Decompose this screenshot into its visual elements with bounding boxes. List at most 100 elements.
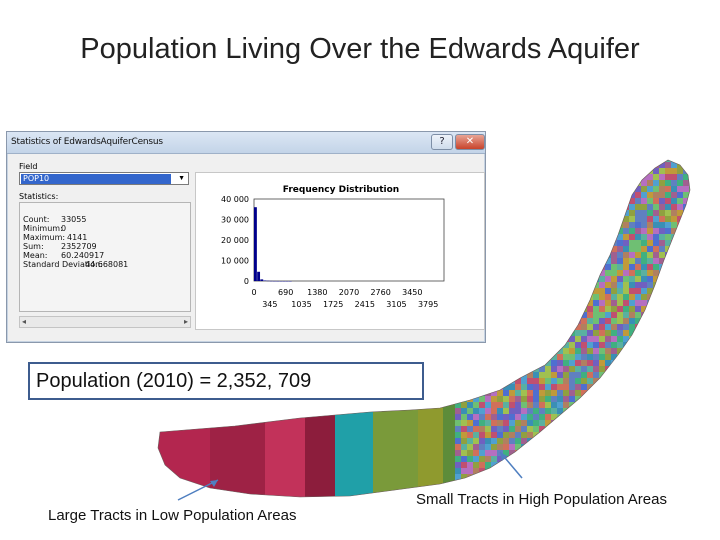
census-tract: [593, 480, 599, 486]
census-tract: [485, 324, 496, 333]
census-tract: [695, 246, 702, 252]
census-tract: [695, 438, 701, 444]
census-tract: [671, 318, 681, 330]
census-tract: [467, 366, 476, 378]
census-tract: [479, 480, 485, 486]
horizontal-scrollbar[interactable]: ◂ ▸: [19, 316, 191, 328]
census-tract: [629, 174, 635, 180]
census-tract: [527, 420, 537, 431]
census-tract: [641, 282, 649, 289]
census-tract: [623, 372, 630, 381]
census-tract: [497, 354, 503, 360]
census-tract: [647, 186, 653, 192]
census-tract: [497, 474, 504, 483]
census-tract: [665, 426, 676, 438]
census-tract: [563, 360, 570, 371]
census-tract: [563, 204, 572, 214]
census-tract: [635, 420, 643, 428]
census-tract: [461, 366, 467, 372]
census-tract: [671, 294, 680, 306]
arrow-left: [177, 479, 219, 501]
census-tract: [557, 420, 564, 432]
census-tract: [539, 402, 548, 412]
census-tract: [461, 408, 467, 414]
census-tract: [599, 160, 610, 167]
census-tract: [587, 426, 593, 432]
census-tract: [473, 378, 481, 386]
census-tract: [695, 372, 704, 384]
census-tract: [659, 408, 669, 415]
census-tract: [629, 468, 635, 474]
close-button[interactable]: ✕: [455, 134, 485, 150]
census-tract: [575, 198, 581, 204]
scroll-right-icon[interactable]: ▸: [183, 317, 188, 326]
census-tract: [671, 306, 677, 312]
census-tract: [587, 408, 593, 414]
census-tract: [569, 360, 575, 366]
census-tract: [557, 372, 567, 381]
census-tract: [647, 456, 654, 467]
census-tract: [695, 276, 701, 282]
census-tract: [509, 384, 518, 394]
census-tract: [587, 234, 593, 240]
census-tract: [473, 468, 479, 474]
census-tract: [605, 300, 616, 311]
census-tract: [623, 258, 632, 269]
census-tract: [683, 498, 694, 510]
census-tract: [557, 444, 563, 450]
scroll-left-icon[interactable]: ◂: [22, 317, 27, 326]
census-tract: [533, 312, 539, 318]
help-button[interactable]: ?: [431, 134, 453, 150]
census-tract: [641, 258, 648, 267]
census-tract: [521, 300, 527, 306]
census-tract: [683, 198, 689, 204]
census-tract: [533, 372, 545, 381]
field-dropdown[interactable]: POP10 ▼: [19, 172, 189, 185]
census-tract: [503, 216, 513, 224]
census-tract: [689, 222, 690, 234]
census-tract: [527, 426, 534, 433]
census-tract: [605, 216, 615, 225]
census-tract: [683, 160, 690, 168]
census-tract: [677, 426, 685, 435]
census-tract: [527, 432, 537, 440]
census-tract: [653, 234, 664, 246]
census-tract: [587, 474, 593, 480]
census-tract: [563, 378, 569, 384]
census-tract: [611, 324, 622, 333]
window-titlebar[interactable]: Statistics of EdwardsAquiferCensus ? ✕: [7, 132, 485, 154]
census-tract: [647, 462, 654, 470]
census-tract: [545, 168, 551, 174]
census-tract: [533, 264, 544, 274]
census-tract: [611, 480, 617, 486]
census-tract: [641, 246, 647, 252]
census-tract: [653, 300, 659, 306]
census-tract: [587, 150, 593, 156]
census-tract: [665, 276, 671, 282]
census-tract: [581, 474, 588, 485]
census-tract: [641, 168, 647, 174]
census-tract: [695, 186, 701, 192]
census-tract: [689, 180, 690, 186]
chevron-down-icon[interactable]: ▼: [178, 175, 185, 182]
census-tract: [485, 450, 493, 462]
census-tract: [629, 276, 635, 282]
census-tract: [617, 240, 629, 248]
census-tract: [665, 294, 671, 300]
census-tract: [599, 210, 609, 217]
census-tract: [569, 168, 578, 176]
census-tract: [509, 168, 519, 180]
census-tract: [503, 160, 509, 162]
census-tract: [611, 372, 623, 382]
census-tract: [659, 348, 669, 359]
census-tract: [611, 258, 622, 268]
census-tract: [569, 288, 580, 297]
census-tract: [545, 342, 557, 354]
census-tract: [473, 348, 481, 355]
census-tract: [647, 222, 657, 233]
census-tract: [569, 318, 575, 324]
census-tract: [479, 444, 488, 454]
x-tick-label: 2760: [370, 288, 390, 297]
census-tract: [467, 402, 473, 408]
